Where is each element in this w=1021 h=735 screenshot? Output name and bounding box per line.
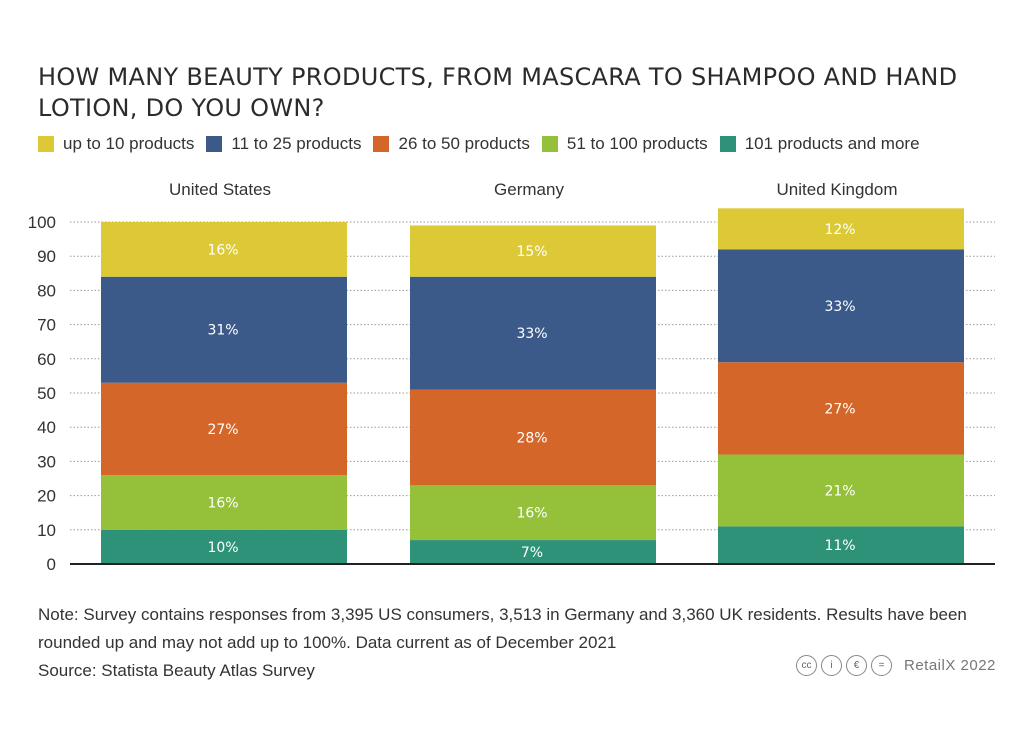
data-label: 7% (521, 545, 543, 561)
footer: Note: Survey contains responses from 3,3… (38, 601, 988, 685)
data-label: 16% (207, 495, 238, 511)
y-tick-label: 90 (37, 247, 56, 266)
bar-segment (718, 454, 964, 527)
credit-text: RetailX 2022 (904, 657, 996, 674)
legend-item: up to 10 products (38, 134, 194, 154)
data-label: 15% (516, 244, 547, 260)
legend-item: 51 to 100 products (541, 134, 708, 154)
data-label: 28% (516, 430, 547, 446)
y-tick-label: 0 (47, 555, 56, 574)
data-label: 16% (207, 242, 238, 258)
data-label: 33% (516, 326, 547, 342)
category-label: United Kingdom (777, 180, 898, 199)
bar-segment (410, 389, 656, 486)
noncommercial-icon: € (846, 655, 867, 676)
y-tick-label: 20 (37, 487, 56, 506)
data-label: 33% (824, 299, 855, 315)
y-tick-label: 80 (37, 281, 56, 300)
y-tick-label: 10 (37, 521, 56, 540)
legend-label: up to 10 products (63, 134, 195, 153)
legend: up to 10 products 11 to 25 products 26 t… (38, 134, 932, 154)
creative-commons-icon: cc (796, 655, 817, 676)
legend-swatch (541, 136, 558, 152)
chart-title: HOW MANY BEAUTY PRODUCTS, FROM MASCARA T… (38, 63, 958, 122)
bar-segment (101, 475, 347, 530)
y-tick-label: 70 (37, 316, 56, 335)
data-label: 11% (824, 538, 855, 554)
y-tick-label: 100 (28, 213, 56, 232)
category-label: United States (169, 180, 271, 199)
bar-segment (101, 276, 347, 383)
data-label: 12% (824, 222, 855, 238)
legend-item: 26 to 50 products (373, 134, 530, 154)
bar-segment (410, 276, 656, 390)
data-label: 27% (824, 401, 855, 417)
bar-segment (718, 526, 964, 564)
bar-segment (101, 529, 347, 564)
legend-label: 11 to 25 products (231, 134, 362, 153)
bar-segment (101, 382, 347, 476)
data-label: 27% (207, 422, 238, 438)
legend-swatch (38, 136, 54, 152)
attribution-icon: i (821, 655, 842, 676)
bar-segment (718, 249, 964, 363)
legend-item: 101 products and more (719, 134, 920, 154)
data-label: 21% (824, 483, 855, 499)
legend-swatch (719, 136, 736, 152)
bar-segment (718, 362, 964, 455)
legend-label: 51 to 100 products (566, 134, 708, 153)
data-label: 10% (207, 540, 238, 556)
bar-segment (101, 222, 347, 277)
no-derivatives-icon: = (871, 655, 892, 676)
bar-segment (718, 208, 964, 250)
data-label: 31% (207, 323, 238, 339)
y-tick-label: 60 (37, 350, 56, 369)
legend-swatch (206, 136, 223, 152)
data-label: 16% (516, 506, 547, 522)
legend-label: 26 to 50 products (398, 134, 530, 153)
legend-swatch (373, 136, 390, 152)
footer-source: Source: Statista Beauty Atlas Survey (38, 661, 315, 680)
y-tick-label: 40 (37, 418, 56, 437)
bar-segment (410, 540, 656, 564)
legend-item: 11 to 25 products (206, 134, 361, 154)
stacked-bar-chart: 0 10 20 30 40 50 60 70 80 90 100 10% 16% 27% 31% 16% Uni… (28, 180, 995, 574)
legend-label: 101 products and more (744, 134, 920, 153)
credit: cc i € = RetailX 2022 (796, 655, 996, 676)
category-label: Germany (494, 180, 564, 199)
bar-segment (410, 225, 656, 277)
y-tick-label: 50 (37, 384, 56, 403)
footer-note: Note: Survey contains responses from 3,3… (38, 605, 967, 652)
y-tick-label: 30 (37, 452, 56, 471)
bar-segment (410, 485, 656, 541)
